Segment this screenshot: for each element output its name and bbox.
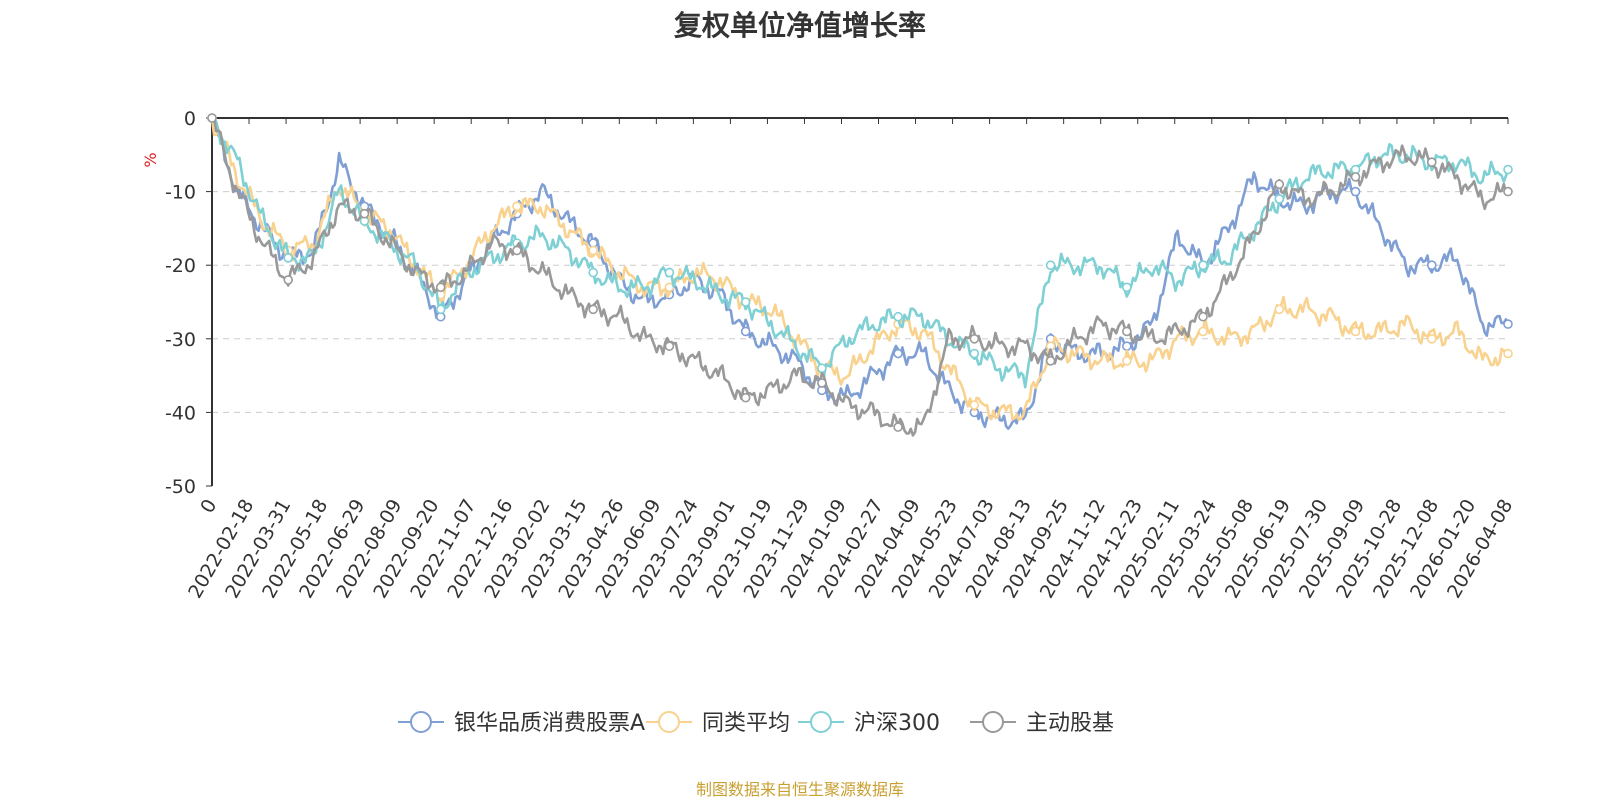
y-tick-label: -10	[165, 182, 196, 204]
x-tick-label: 0	[196, 496, 221, 517]
series-point	[283, 275, 294, 285]
y-tick-label: -40	[165, 402, 196, 424]
legend-item[interactable]: 主动股基	[970, 711, 1114, 736]
series-point	[588, 304, 598, 315]
series-line	[211, 116, 1510, 430]
y-tick-label: 0	[184, 108, 196, 130]
axes: 0-10-20-30-40-5002022-02-182022-03-31202…	[165, 108, 1517, 602]
series-line	[212, 116, 1509, 437]
series-point	[1426, 260, 1437, 271]
y-tick-label: -50	[165, 476, 196, 498]
legend-label: 主动股基	[1026, 711, 1114, 736]
series-point	[969, 348, 980, 359]
series-point	[1350, 186, 1361, 197]
series-point	[1503, 186, 1513, 197]
series-point	[1122, 282, 1132, 293]
series-point	[435, 304, 446, 315]
series-point	[1122, 326, 1132, 337]
series-point	[1503, 319, 1513, 329]
series-point	[1122, 341, 1132, 351]
series-line	[212, 116, 1510, 389]
series-point	[1274, 194, 1285, 204]
series-point	[817, 378, 827, 388]
series-point	[740, 392, 751, 403]
series-point	[1350, 326, 1361, 337]
legend-label: 同类平均	[702, 711, 790, 736]
series-point	[1426, 333, 1437, 344]
series-point	[1198, 260, 1208, 271]
series-point	[1045, 260, 1056, 271]
series-point	[664, 267, 675, 278]
y-tick-label: -30	[165, 329, 196, 351]
series-point	[1274, 304, 1285, 315]
series-point	[893, 422, 903, 432]
legend-label: 银华品质消费股票A	[454, 711, 645, 736]
series-point	[740, 326, 751, 337]
line-chart: 0-10-20-30-40-5002022-02-182022-03-31202…	[141, 108, 1517, 736]
series-point	[893, 348, 903, 359]
series-point	[1426, 157, 1437, 167]
series-point	[512, 245, 522, 256]
legend-item[interactable]: 沪深300	[798, 711, 940, 736]
series-point	[664, 341, 675, 351]
series-point	[1198, 311, 1208, 322]
data-source-note: 制图数据来自恒生聚源数据库	[695, 780, 904, 799]
legend: 银华品质消费股票A 同类平均 沪深300 主动股基	[398, 711, 1114, 736]
legend-swatch-marker	[658, 711, 680, 733]
series-point	[1045, 356, 1056, 366]
legend-swatch-marker	[810, 711, 832, 733]
y-axis-unit-label: %	[141, 152, 160, 167]
series-point	[1350, 172, 1361, 182]
series-lines	[207, 113, 1513, 437]
series-point	[435, 282, 446, 293]
legend-swatch-marker	[982, 711, 1004, 733]
legend-label: 沪深300	[854, 711, 940, 736]
series-point	[512, 201, 522, 212]
series-point	[969, 400, 980, 410]
y-tick-label: -20	[165, 255, 196, 277]
series-point	[893, 311, 903, 322]
series-point	[359, 208, 370, 219]
series-point	[969, 333, 980, 344]
series-line	[210, 117, 1510, 422]
series-point	[1274, 179, 1285, 190]
legend-swatch-marker	[410, 711, 432, 733]
series-point	[1198, 326, 1208, 337]
series-point	[1503, 164, 1513, 175]
grid-lines	[212, 191, 1508, 413]
series-point	[588, 245, 598, 256]
legend-item[interactable]: 同类平均	[646, 711, 790, 736]
legend-item[interactable]: 银华品质消费股票A	[398, 711, 645, 736]
series-point	[817, 363, 827, 374]
series-point	[1503, 348, 1513, 359]
series-point	[283, 253, 294, 263]
series-point	[1122, 356, 1132, 366]
series-point	[740, 297, 751, 307]
series-point	[207, 113, 217, 123]
chart-title: 复权单位净值增长率	[673, 9, 926, 42]
series-point	[588, 267, 598, 278]
